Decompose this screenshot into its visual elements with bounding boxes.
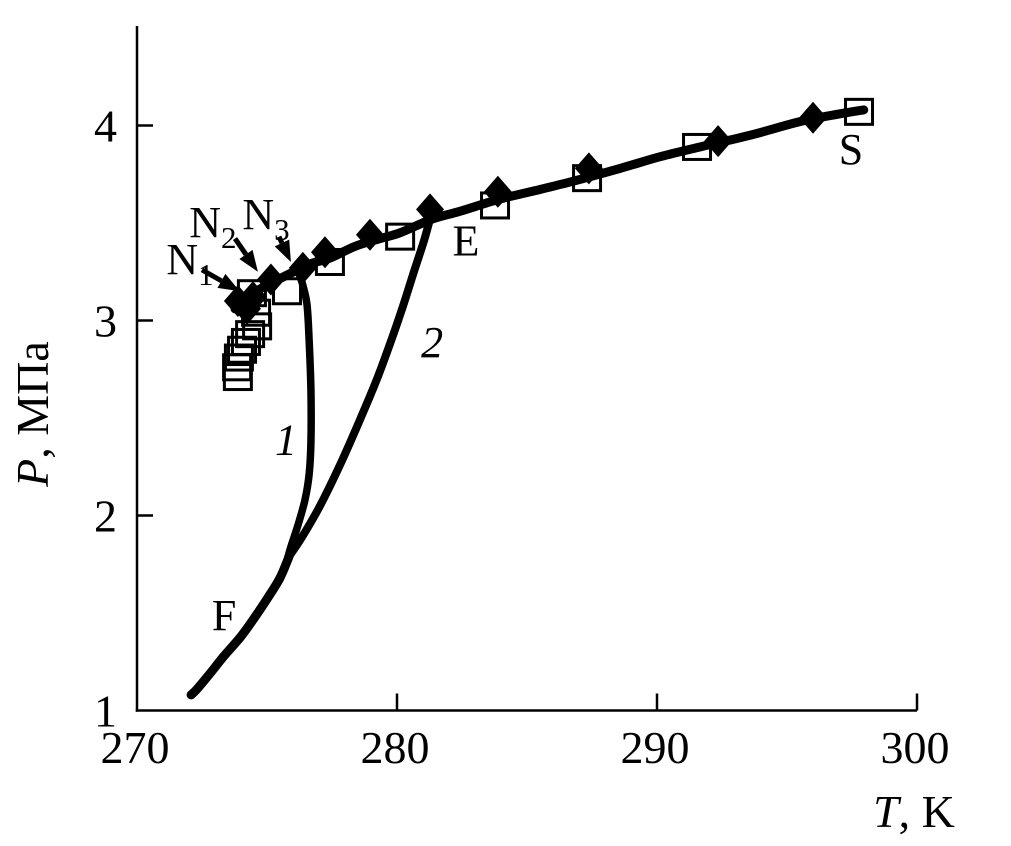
diamond-marker <box>355 218 384 251</box>
diamond-marker <box>799 101 827 134</box>
square-marker <box>385 222 416 251</box>
label-N2-arrow-shaft <box>232 237 249 256</box>
square-marker <box>480 191 511 220</box>
x-axis-label: T, K <box>873 786 955 837</box>
diamond-marker <box>256 263 285 296</box>
square-marker <box>235 320 266 349</box>
main-three-phase-curve-F-E-S <box>230 105 869 314</box>
x-tick-label: 280 <box>361 722 430 773</box>
x-tick-label: 300 <box>881 722 950 773</box>
curve-F-lower-branch <box>186 551 294 700</box>
x-tick-label: 290 <box>621 722 690 773</box>
square-marker <box>236 279 267 308</box>
label-E: E <box>452 217 479 266</box>
diamond-marker <box>310 236 339 269</box>
curve-2 <box>285 211 436 561</box>
diamond-marker <box>574 152 603 185</box>
y-tick-label: 4 <box>94 101 117 152</box>
diamond-marker <box>232 292 261 325</box>
square-marker <box>242 312 273 341</box>
label-S: S <box>839 125 863 174</box>
square-marker <box>682 132 713 161</box>
label-curve-2: 2 <box>421 318 443 367</box>
label-N2-arrowhead <box>239 249 258 272</box>
label-N1-arrow-shaft <box>200 267 223 284</box>
square-marker <box>227 335 258 364</box>
diamond-marker <box>416 193 445 226</box>
diamond-marker <box>288 251 317 284</box>
y-tick-label: 1 <box>94 686 117 737</box>
square-marker <box>844 97 875 126</box>
curve-1 <box>283 269 315 563</box>
square-marker <box>314 248 345 276</box>
diamond-marker <box>704 125 733 158</box>
square-marker <box>572 164 603 193</box>
label-N2: N2 <box>189 198 236 255</box>
y-tick-label: 2 <box>94 491 117 542</box>
label-N3-arrowhead <box>274 239 291 262</box>
square-marker <box>272 277 303 306</box>
x-tick-label: 270 <box>101 722 170 773</box>
square-marker <box>223 343 254 372</box>
y-tick-label: 3 <box>94 296 117 347</box>
label-N3-arrow-shaft <box>276 235 285 245</box>
y-axis-label: P, МПа <box>7 341 58 488</box>
label-N1-arrowhead <box>217 273 240 292</box>
square-marker <box>222 363 253 392</box>
label-curve-1: 1 <box>275 415 297 464</box>
label-F: F <box>212 591 236 640</box>
